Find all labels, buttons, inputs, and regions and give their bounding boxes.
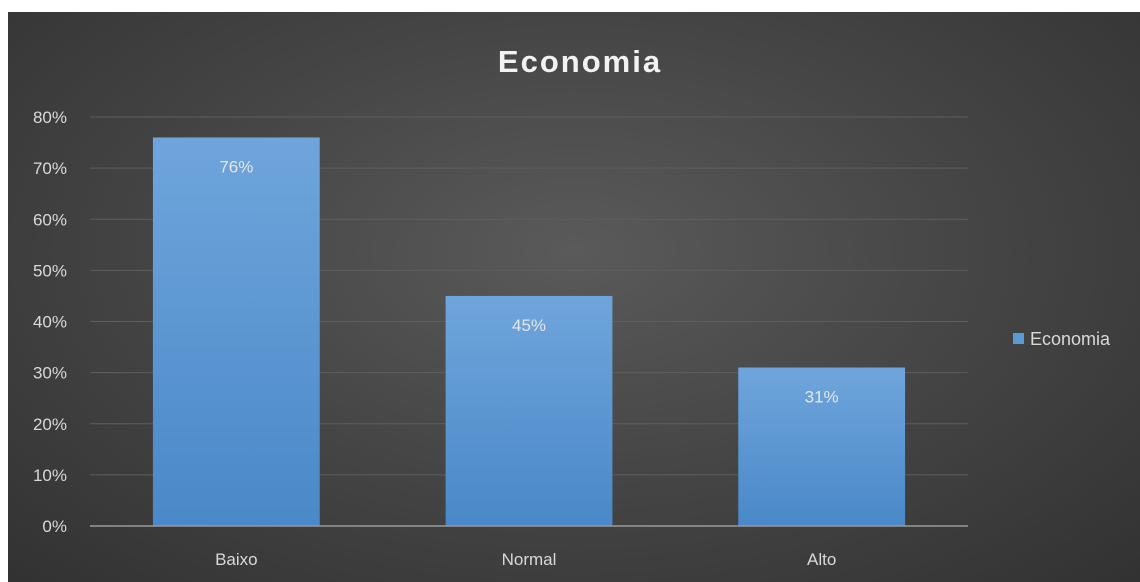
bar-baixo [152,137,320,526]
y-tick-label: 10% [33,466,67,485]
data-labels: 76% 45% 31% [219,157,838,406]
y-tick-label: 40% [33,313,67,332]
y-tick-label: 50% [33,261,67,280]
x-category-label: Alto [807,550,836,569]
legend-swatch [1013,333,1024,344]
bar-normal [445,295,613,526]
y-tick-label: 70% [33,159,67,178]
legend: Economia [1013,329,1111,349]
chart-title: Economia [498,44,662,79]
y-tick-label: 80% [33,108,67,127]
y-tick-label: 0% [42,517,67,536]
y-tick-label: 20% [33,415,67,434]
data-label: 31% [805,388,839,407]
y-axis-ticks: 0% 10% 20% 30% 40% 50% 60% 70% 80% [33,108,67,536]
data-label: 76% [219,157,253,176]
y-tick-label: 30% [33,364,67,383]
bars [152,137,906,526]
x-category-label: Normal [502,550,557,569]
data-label: 45% [512,316,546,335]
bar-alto [738,367,906,526]
y-tick-label: 60% [33,210,67,229]
x-axis-categories: Baixo Normal Alto [215,550,836,569]
legend-label: Economia [1030,329,1111,349]
x-category-label: Baixo [215,550,258,569]
